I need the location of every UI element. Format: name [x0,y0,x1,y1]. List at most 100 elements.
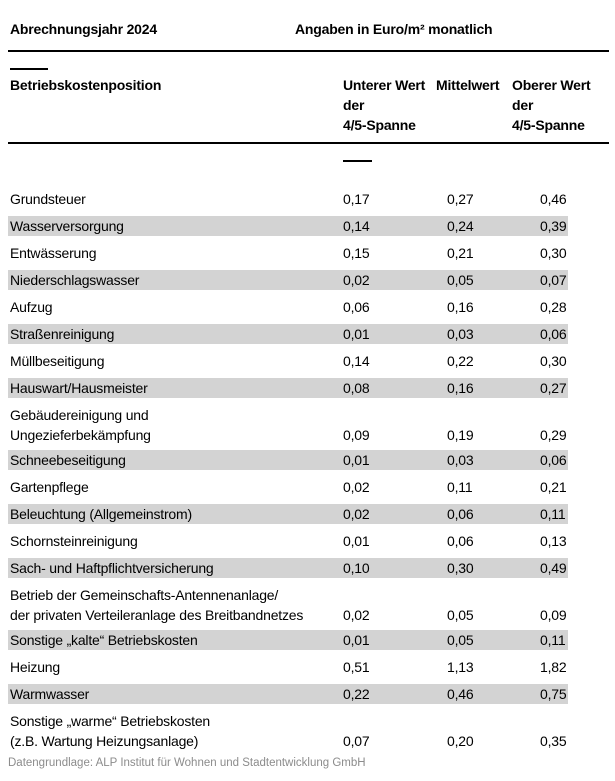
table-row: Warmwasser 0,22 0,46 0,75 [8,684,568,704]
row-upper-value: 0,30 [540,353,567,369]
row-lower-value: 0,01 [343,632,370,648]
row-label: Straßenreinigung [10,326,115,342]
row-label: Sonstige „warme“ Betriebskosten (z.B. Wa… [10,713,210,749]
row-mean-value: 0,22 [447,353,474,369]
row-upper-value: 0,30 [540,245,567,261]
row-upper-value: 0,06 [540,326,567,342]
row-lower-value: 0,09 [343,427,370,443]
row-mean-value: 0,03 [447,452,474,468]
row-lower-value: 0,07 [343,733,370,749]
position-column-stub-line [10,68,48,70]
table-row: Schneebeseitigung 0,01 0,03 0,06 [8,450,568,470]
table-row: Entwässerung 0,15 0,21 0,30 [8,243,568,263]
row-label: Sonstige „kalte“ Betriebskosten [10,632,198,648]
row-mean-value: 0,06 [447,506,474,522]
column-header-upper-value: Oberer Wert der 4/5-Spanne [512,77,591,133]
row-lower-value: 0,01 [343,533,370,549]
row-mean-value: 0,05 [447,632,474,648]
top-rule [8,50,609,52]
row-upper-value: 0,28 [540,299,567,315]
table-body: Grundsteuer 0,17 0,27 0,46 Wasserversorg… [0,189,615,751]
table-row: Grundsteuer 0,17 0,27 0,46 [8,189,568,209]
row-lower-value: 0,02 [343,272,370,288]
row-upper-value: 0,39 [540,218,567,234]
table-row: Wasserversorgung 0,14 0,24 0,39 [8,216,568,236]
row-label: Entwässerung [10,245,97,261]
row-upper-value: 1,82 [540,659,567,675]
row-label: Beleuchtung (Allgemeinstrom) [10,506,192,522]
row-label: Wasserversorgung [10,218,124,234]
row-lower-value: 0,02 [343,506,370,522]
row-mean-value: 0,11 [447,479,473,495]
row-upper-value: 0,75 [540,686,567,702]
row-mean-value: 0,16 [447,299,474,315]
row-upper-value: 0,21 [540,479,567,495]
row-label: Schneebeseitigung [10,452,126,468]
row-lower-value: 0,51 [343,659,370,675]
column-header-lower-value: Unterer Wert der 4/5-Spanne [343,77,426,133]
row-upper-value: 0,49 [540,560,567,576]
row-label: Niederschlagswasser [10,272,140,288]
billing-year-title: Abrechnungsjahr 2024 [10,21,157,37]
row-label: Hauswart/Hausmeister [10,380,148,396]
table-row: Sonstige „warme“ Betriebskosten (z.B. Wa… [8,711,568,751]
row-upper-value: 0,27 [540,380,567,396]
row-label: Grundsteuer [10,191,86,207]
row-mean-value: 0,06 [447,533,474,549]
table-row: Hauswart/Hausmeister 0,08 0,16 0,27 [8,378,568,398]
row-label: Betrieb der Gemeinschafts-Antennenanlage… [10,587,304,623]
table-row: Sonstige „kalte“ Betriebskosten 0,01 0,0… [8,630,568,650]
row-upper-value: 0,46 [540,191,567,207]
table-row: Aufzug 0,06 0,16 0,28 [8,297,568,317]
row-lower-value: 0,22 [343,686,370,702]
row-upper-value: 0,06 [540,452,567,468]
row-mean-value: 0,03 [447,326,474,342]
row-upper-value: 0,11 [540,506,566,522]
row-mean-value: 0,24 [447,218,474,234]
row-lower-value: 0,17 [343,191,370,207]
header-separator-rule [8,142,609,144]
row-lower-value: 0,08 [343,380,370,396]
row-lower-value: 0,14 [343,353,370,369]
table-row: Niederschlagswasser 0,02 0,05 0,07 [8,270,568,290]
row-upper-value: 0,09 [540,607,567,623]
table-row: Gebäudereinigung und Ungezieferbekämpfun… [8,405,568,445]
row-mean-value: 0,05 [447,272,474,288]
row-lower-value: 0,01 [343,326,370,342]
table-row: Heizung 0,51 1,13 1,82 [8,657,568,677]
row-label: Gartenpflege [10,479,89,495]
row-upper-value: 0,07 [540,272,567,288]
row-mean-value: 0,27 [447,191,474,207]
row-label: Heizung [10,659,60,675]
row-upper-value: 0,11 [540,632,566,648]
row-mean-value: 0,46 [447,686,474,702]
row-label: Gebäudereinigung und Ungezieferbekämpfun… [10,407,151,443]
row-upper-value: 0,35 [540,733,567,749]
row-mean-value: 0,05 [447,607,474,623]
row-mean-value: 0,30 [447,560,474,576]
table-row: Gartenpflege 0,02 0,11 0,21 [8,477,568,497]
row-label: Warmwasser [10,686,90,702]
row-label: Müllbeseitigung [10,353,105,369]
row-mean-value: 1,13 [447,659,474,675]
row-mean-value: 0,19 [447,427,474,443]
row-upper-value: 0,29 [540,427,567,443]
row-lower-value: 0,02 [343,479,370,495]
row-label: Schornsteinreinigung [10,533,138,549]
table-row: Sach- und Haftpflichtversicherung 0,10 0… [8,558,568,578]
row-lower-value: 0,14 [343,218,370,234]
row-upper-value: 0,13 [540,533,567,549]
row-lower-value: 0,10 [343,560,370,576]
source-note: Datengrundlage: ALP Institut für Wohnen … [8,757,366,769]
table-row: Müllbeseitigung 0,14 0,22 0,30 [8,351,568,371]
table-row: Betrieb der Gemeinschafts-Antennenanlage… [8,585,568,625]
row-label: Aufzug [10,299,53,315]
lower-column-stub-line [343,160,372,162]
table-row: Straßenreinigung 0,01 0,03 0,06 [8,324,568,344]
row-lower-value: 0,01 [343,452,370,468]
row-lower-value: 0,15 [343,245,370,261]
table-header: Abrechnungsjahr 2024 Angaben in Euro/m² … [0,0,615,189]
row-lower-value: 0,06 [343,299,370,315]
row-mean-value: 0,16 [447,380,474,396]
